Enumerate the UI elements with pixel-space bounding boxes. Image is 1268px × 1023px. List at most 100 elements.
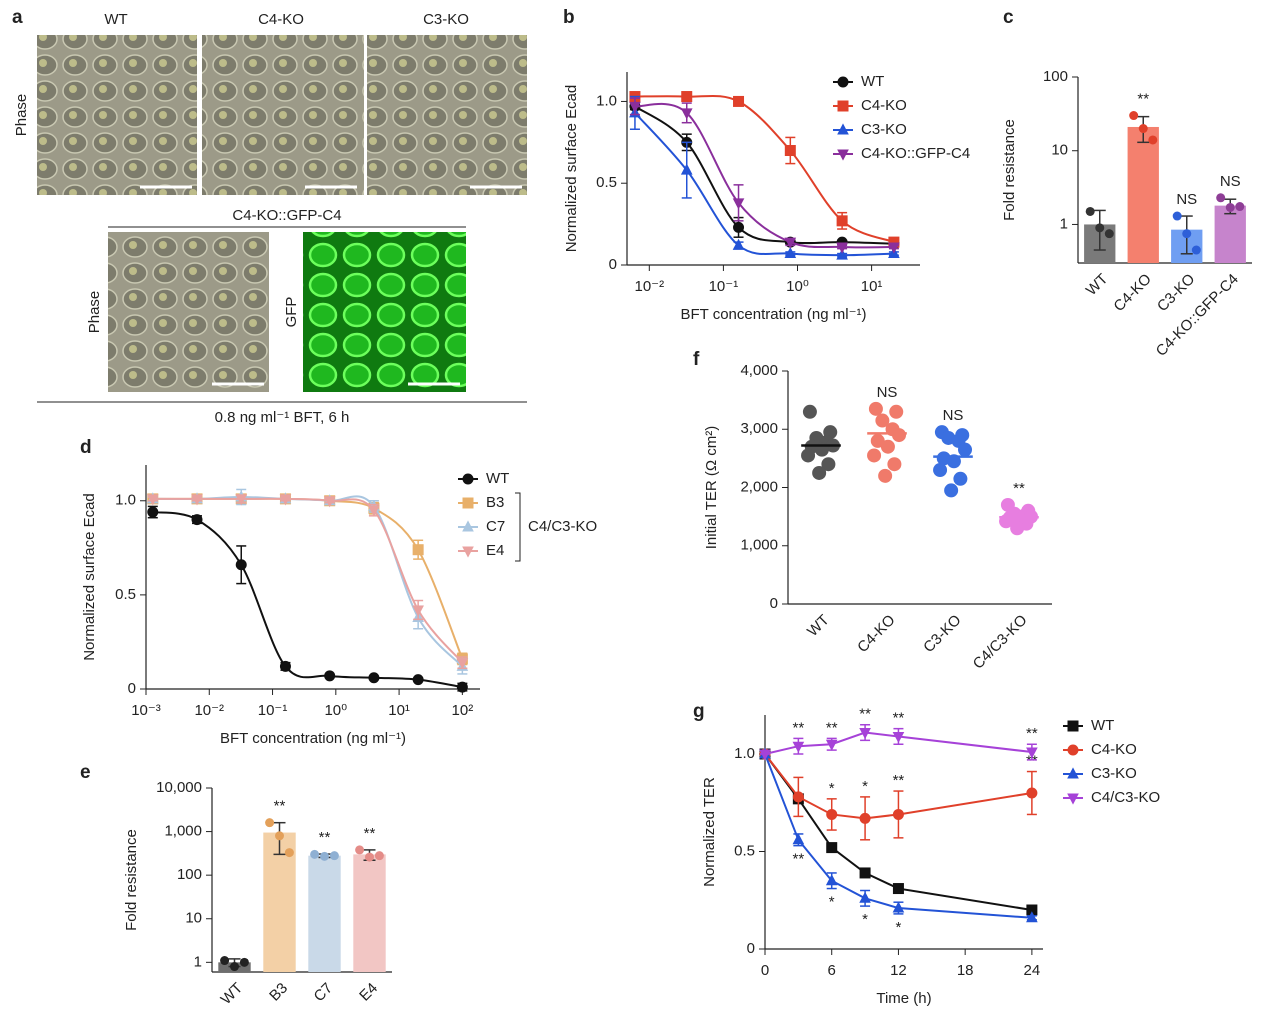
data-point — [310, 849, 320, 859]
x-tick-label: 10⁻³ — [131, 702, 161, 719]
marker — [888, 242, 900, 254]
y-tick-label: 1.0 — [115, 492, 136, 509]
y-tick-label: 10 — [1051, 142, 1068, 159]
column-title: C3-KO — [423, 11, 469, 28]
marker — [784, 246, 797, 259]
marker — [680, 108, 693, 120]
significance: ** — [1026, 725, 1038, 742]
row-label: GFP — [283, 297, 300, 328]
y-tick-label: 1 — [194, 953, 202, 970]
marker — [859, 728, 871, 740]
marker — [859, 867, 871, 879]
marker — [732, 198, 745, 210]
significance: ** — [793, 851, 805, 868]
data-point — [1138, 124, 1148, 134]
marker — [859, 891, 871, 903]
y-tick-label: 0.5 — [596, 174, 617, 191]
x-tick-label: C3-KO — [920, 612, 964, 656]
data-point — [1148, 135, 1158, 145]
marker — [792, 791, 804, 803]
data-point — [868, 401, 883, 416]
bar — [308, 855, 341, 972]
legend-label: WT — [1091, 717, 1114, 734]
significance: ** — [274, 798, 286, 815]
data-point — [802, 404, 817, 419]
row-label: Phase — [86, 291, 103, 334]
x-tick-label: C4-KO — [854, 612, 898, 656]
marker — [892, 883, 904, 895]
series-line — [764, 731, 1032, 755]
y-tick-label: 0 — [770, 595, 778, 612]
marker — [837, 149, 849, 161]
x-tick-label: C7 — [311, 980, 337, 1006]
significance: ** — [1013, 480, 1025, 497]
x-tick-label: WT — [804, 612, 833, 641]
legend-label: C4-KO — [1091, 741, 1137, 758]
image-panel: a WT C4-KO C3-KO Phase C4-KO::GFP-C4 Pha… — [12, 7, 527, 426]
micrograph — [303, 232, 466, 392]
marker — [732, 238, 745, 250]
data-point — [878, 468, 893, 483]
legend-label: C4/C3-KO — [1091, 789, 1160, 806]
marker — [836, 215, 848, 227]
marker — [191, 494, 203, 506]
micrograph — [37, 35, 197, 195]
marker — [412, 544, 424, 556]
data-point — [870, 433, 885, 448]
data-point — [875, 413, 890, 428]
bar — [1127, 126, 1159, 263]
caption: 0.8 ng ml⁻¹ BFT, 6 h — [215, 409, 350, 426]
marker — [892, 808, 904, 820]
marker — [733, 95, 745, 107]
marker — [191, 514, 203, 526]
marker — [456, 658, 469, 670]
data-point — [953, 471, 968, 486]
significance: NS — [943, 407, 964, 424]
y-tick-label: 1,000 — [164, 823, 202, 840]
marker — [279, 494, 292, 506]
marker — [836, 248, 848, 260]
x-tick-label: WT — [218, 980, 247, 1009]
data-point — [239, 957, 249, 967]
marker — [235, 494, 248, 506]
marker — [324, 670, 336, 682]
data-point — [1225, 202, 1235, 212]
marker — [368, 672, 380, 684]
data-point — [230, 962, 239, 972]
data-point — [329, 851, 339, 861]
bar — [1214, 205, 1246, 263]
marker — [825, 739, 838, 751]
marker — [837, 76, 849, 88]
legend-label: C4-KO::GFP-C4 — [861, 145, 970, 162]
x-axis-label: Time (h) — [876, 990, 931, 1007]
significance: ** — [793, 719, 805, 736]
marker — [792, 741, 805, 753]
marker — [235, 559, 247, 571]
marker — [412, 674, 424, 686]
data-point — [1085, 206, 1095, 216]
y-tick-label: 0 — [747, 940, 755, 957]
data-point — [320, 851, 329, 861]
data-point — [1010, 521, 1025, 536]
legend-label: E4 — [486, 542, 504, 559]
marker — [629, 101, 641, 113]
significance: * — [896, 919, 902, 936]
significance: ** — [319, 829, 331, 846]
x-axis-label: BFT concentration (ng ml⁻¹) — [680, 306, 866, 323]
y-tick-label: 1.0 — [596, 92, 617, 109]
data-point — [1095, 223, 1105, 233]
panel-letter: f — [693, 349, 700, 370]
marker — [368, 505, 380, 517]
y-tick-label: 1,000 — [740, 537, 778, 554]
y-tick-label: 1.0 — [734, 745, 755, 762]
panel-letter: b — [563, 7, 575, 28]
x-tick-label: 24 — [1024, 962, 1041, 979]
data-point — [892, 428, 907, 443]
significance: ** — [893, 772, 905, 789]
marker — [680, 163, 693, 175]
group-label: C4-KO::GFP-C4 — [232, 207, 341, 224]
marker — [1067, 793, 1079, 805]
x-tick-label: E4 — [356, 980, 381, 1005]
marker — [826, 808, 838, 820]
y-tick-label: 2,000 — [740, 478, 778, 495]
